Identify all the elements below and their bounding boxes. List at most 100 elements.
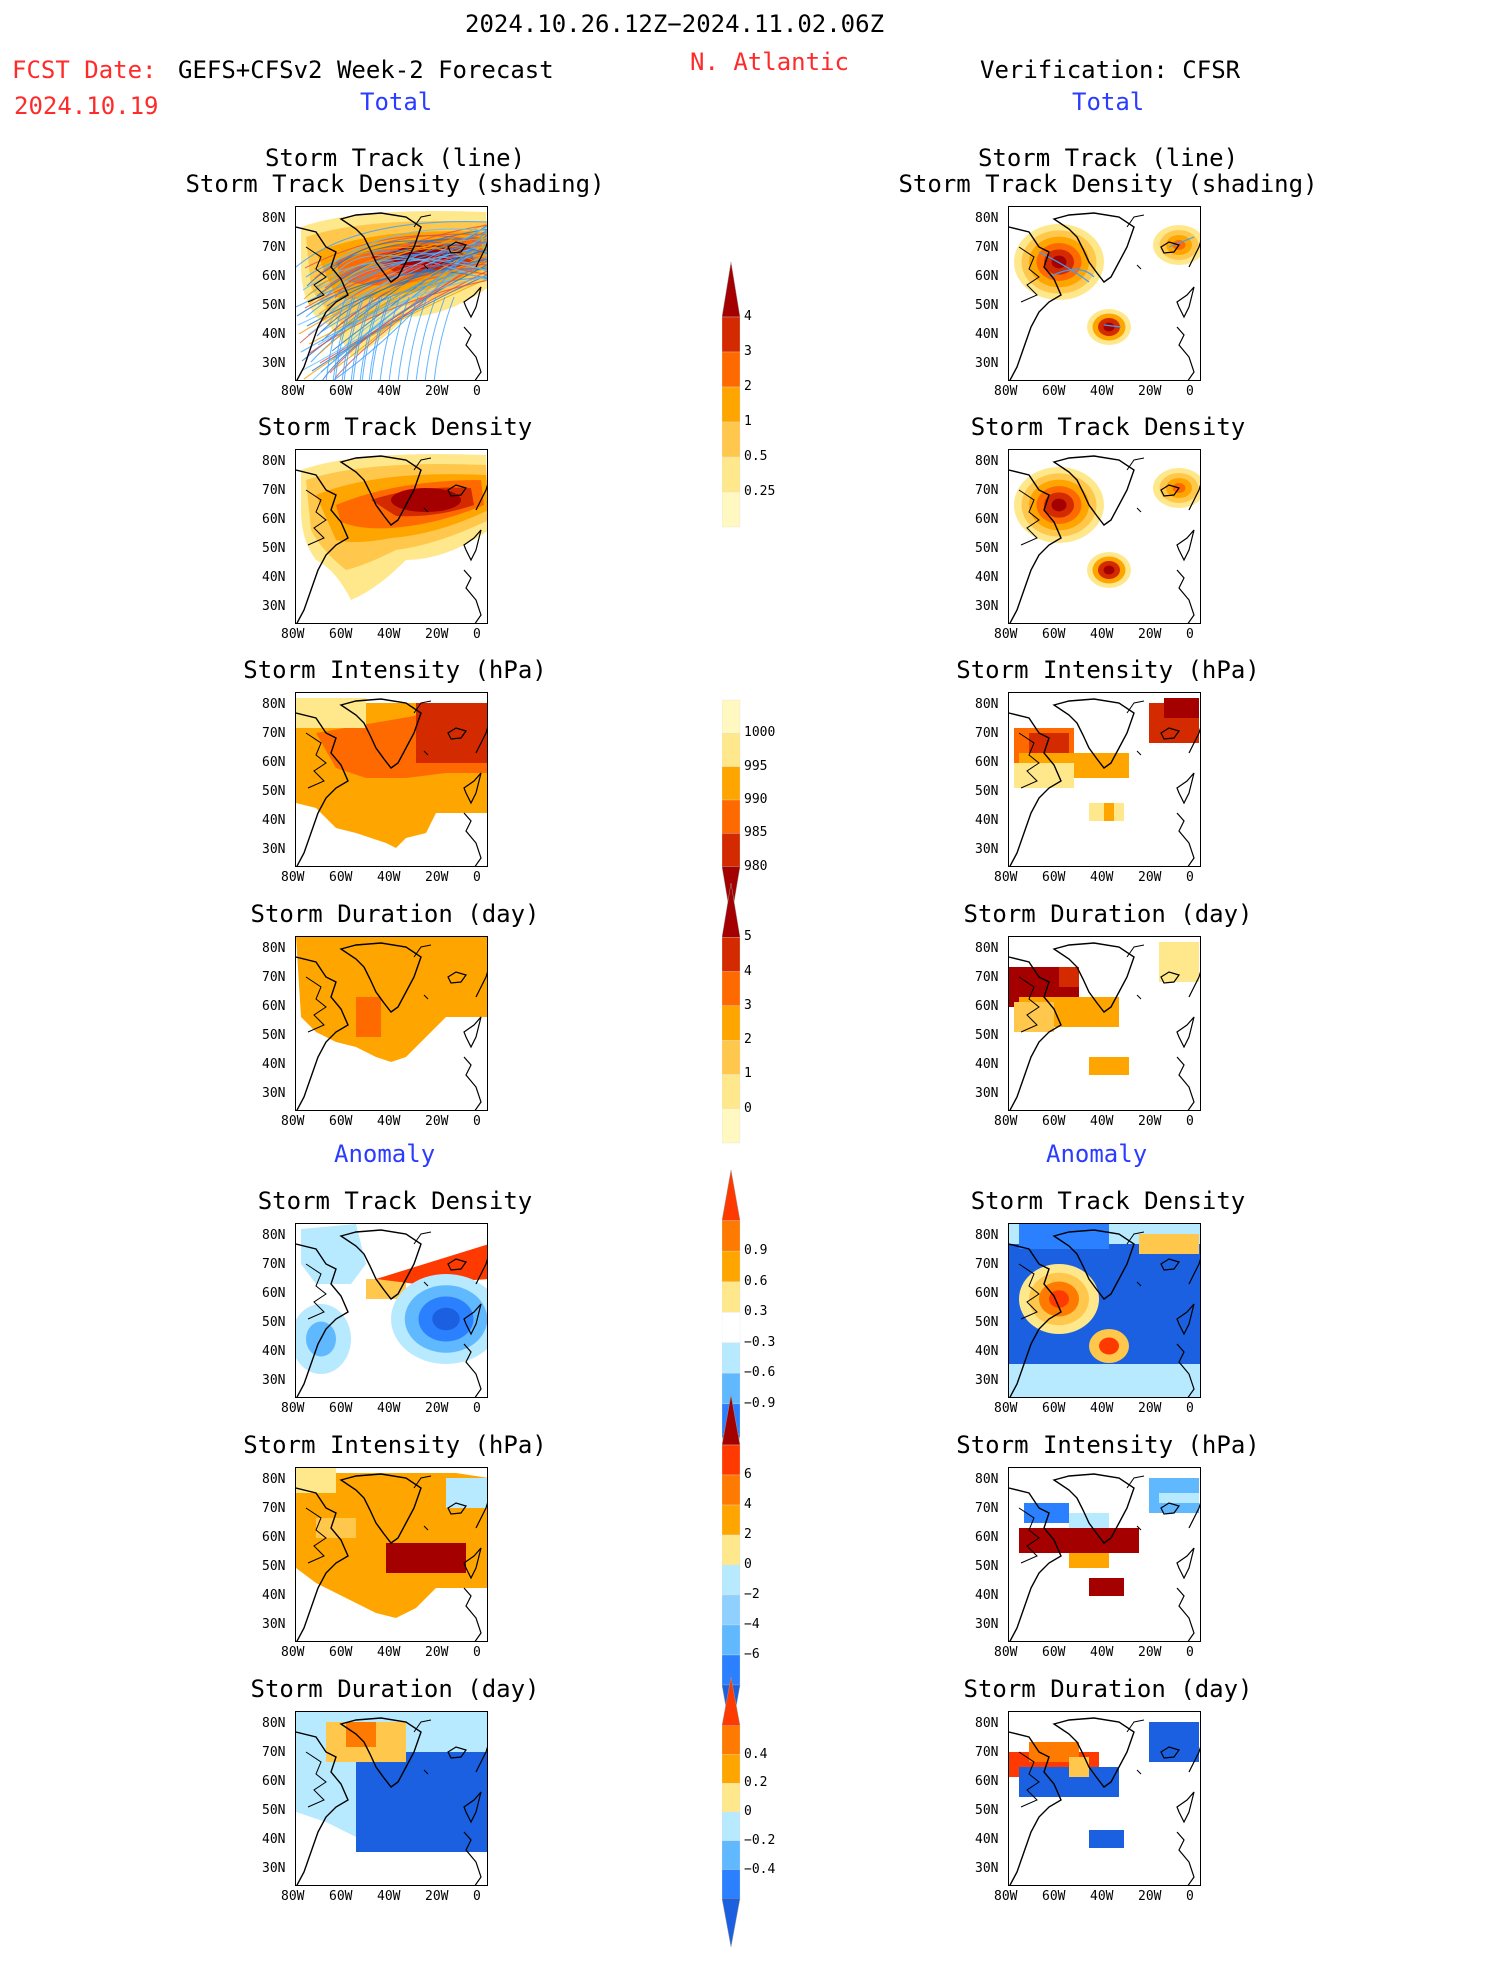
lon-tick-label: 60W xyxy=(1042,384,1066,399)
lon-tick-label: 20W xyxy=(1138,627,1162,642)
lon-tick-label: 80W xyxy=(994,384,1018,399)
lon-tick-label: 40W xyxy=(377,1401,401,1416)
lon-tick-label: 60W xyxy=(1042,1401,1066,1416)
panel-title: Storm Track Density (shading) xyxy=(898,170,1318,198)
lat-tick-label: 60N xyxy=(975,999,999,1014)
lon-tick-label: 20W xyxy=(1138,1401,1162,1416)
lon-tick-label: 0 xyxy=(1186,1114,1194,1129)
lon-tick-label: 0 xyxy=(1186,1889,1194,1904)
colorbar-tick-label: 1000 xyxy=(744,725,776,741)
lat-tick-label: 40N xyxy=(262,813,286,828)
region-label: N. Atlantic xyxy=(690,48,849,76)
lon-tick-label: 40W xyxy=(1090,870,1114,885)
lat-tick-label: 60N xyxy=(975,755,999,770)
lat-tick-label: 40N xyxy=(262,327,286,342)
lon-tick-label: 60W xyxy=(1042,1645,1066,1660)
lon-tick-label: 20W xyxy=(1138,870,1162,885)
colorbar-tick-label: −2 xyxy=(744,1587,760,1602)
lon-tick-label: 40W xyxy=(377,1889,401,1904)
panel-title: Storm Track Density (shading) xyxy=(185,170,605,198)
lon-tick-label: 20W xyxy=(425,627,449,642)
lat-tick-label: 80N xyxy=(975,941,999,956)
colorbar-tick-label: 3 xyxy=(744,997,752,1013)
lat-tick-label: 60N xyxy=(975,269,999,284)
lon-tick-label: 0 xyxy=(1186,870,1194,885)
map-panel-aintensity-fc xyxy=(295,1467,488,1642)
lon-tick-label: 80W xyxy=(281,1889,305,1904)
lon-tick-label: 0 xyxy=(473,384,481,399)
colorbar-tick-label: 2 xyxy=(744,1527,752,1542)
lon-tick-label: 0 xyxy=(473,1114,481,1129)
lat-tick-label: 80N xyxy=(975,1716,999,1731)
lat-tick-label: 30N xyxy=(975,1617,999,1632)
lon-tick-label: 20W xyxy=(1138,384,1162,399)
lon-tick-label: 80W xyxy=(994,870,1018,885)
panel-title: Storm Duration (day) xyxy=(963,900,1253,928)
colorbar-tick-label: 0.9 xyxy=(744,1243,768,1259)
map-panel-adensity-ob xyxy=(1008,1223,1201,1398)
colorbar-tick-label: 1 xyxy=(744,1066,752,1082)
lat-tick-label: 50N xyxy=(975,1028,999,1043)
lat-tick-label: 30N xyxy=(975,1861,999,1876)
left-anomaly-label: Anomaly xyxy=(334,1140,436,1168)
lat-tick-label: 70N xyxy=(262,240,286,255)
panel-title: Storm Track (line) xyxy=(977,144,1239,172)
lat-tick-label: 40N xyxy=(262,1832,286,1847)
lon-tick-label: 40W xyxy=(377,384,401,399)
lon-tick-label: 20W xyxy=(425,870,449,885)
lat-tick-label: 30N xyxy=(262,1617,286,1632)
panel-title: Storm Duration (day) xyxy=(250,1675,540,1703)
lat-tick-label: 80N xyxy=(262,211,286,226)
map-panel-duration-fc xyxy=(295,936,488,1111)
lon-tick-label: 0 xyxy=(1186,627,1194,642)
lat-tick-label: 70N xyxy=(975,726,999,741)
lon-tick-label: 80W xyxy=(281,870,305,885)
map-panel-track-fc xyxy=(295,206,488,381)
fcst-label: FCST Date: xyxy=(12,56,157,84)
fcst-model: GEFS+CFSv2 Week-2 Forecast xyxy=(178,56,554,84)
lat-tick-label: 40N xyxy=(975,813,999,828)
colorbar-tick-label: −0.2 xyxy=(744,1832,776,1848)
lat-tick-label: 70N xyxy=(262,970,286,985)
lat-tick-label: 50N xyxy=(975,1803,999,1818)
lon-tick-label: 60W xyxy=(329,1645,353,1660)
lat-tick-label: 80N xyxy=(975,1472,999,1487)
lat-tick-label: 30N xyxy=(975,842,999,857)
colorbar-tick-label: 0 xyxy=(744,1804,752,1819)
colorbar-tick-label: 0.6 xyxy=(744,1273,768,1289)
lat-tick-label: 30N xyxy=(975,599,999,614)
lat-tick-label: 80N xyxy=(262,697,286,712)
lat-tick-label: 60N xyxy=(975,1774,999,1789)
lon-tick-label: 60W xyxy=(1042,627,1066,642)
lat-tick-label: 30N xyxy=(975,1086,999,1101)
right-total-label: Total xyxy=(1072,88,1145,116)
lat-tick-label: 40N xyxy=(262,570,286,585)
lat-tick-label: 50N xyxy=(975,541,999,556)
lon-tick-label: 80W xyxy=(994,1114,1018,1129)
lon-tick-label: 20W xyxy=(425,1401,449,1416)
lat-tick-label: 50N xyxy=(262,1559,286,1574)
lat-tick-label: 70N xyxy=(262,1257,286,1272)
left-total-label: Total xyxy=(360,88,433,116)
lat-tick-label: 40N xyxy=(975,1344,999,1359)
lon-tick-label: 60W xyxy=(329,870,353,885)
lat-tick-label: 30N xyxy=(262,1373,286,1388)
lat-tick-label: 30N xyxy=(262,599,286,614)
colorbar-tick-label: 980 xyxy=(744,858,768,874)
colorbar-tick-label: −6 xyxy=(744,1647,760,1662)
map-panel-intensity-ob xyxy=(1008,692,1201,867)
panel-title: Storm Intensity (hPa) xyxy=(956,656,1260,684)
colorbar-tick-label: 0.25 xyxy=(744,484,776,499)
lon-tick-label: 20W xyxy=(425,384,449,399)
lat-tick-label: 70N xyxy=(262,483,286,498)
lon-tick-label: 0 xyxy=(473,627,481,642)
colorbar-tick-label: 2 xyxy=(744,1032,752,1048)
lat-tick-label: 30N xyxy=(262,842,286,857)
lat-tick-label: 70N xyxy=(975,1745,999,1760)
lat-tick-label: 80N xyxy=(262,1716,286,1731)
colorbar-tick-label: 4 xyxy=(744,309,752,324)
map-panel-track-ob xyxy=(1008,206,1201,381)
lon-tick-label: 40W xyxy=(1090,1645,1114,1660)
lat-tick-label: 60N xyxy=(262,1774,286,1789)
panel-title: Storm Intensity (hPa) xyxy=(243,1431,547,1459)
